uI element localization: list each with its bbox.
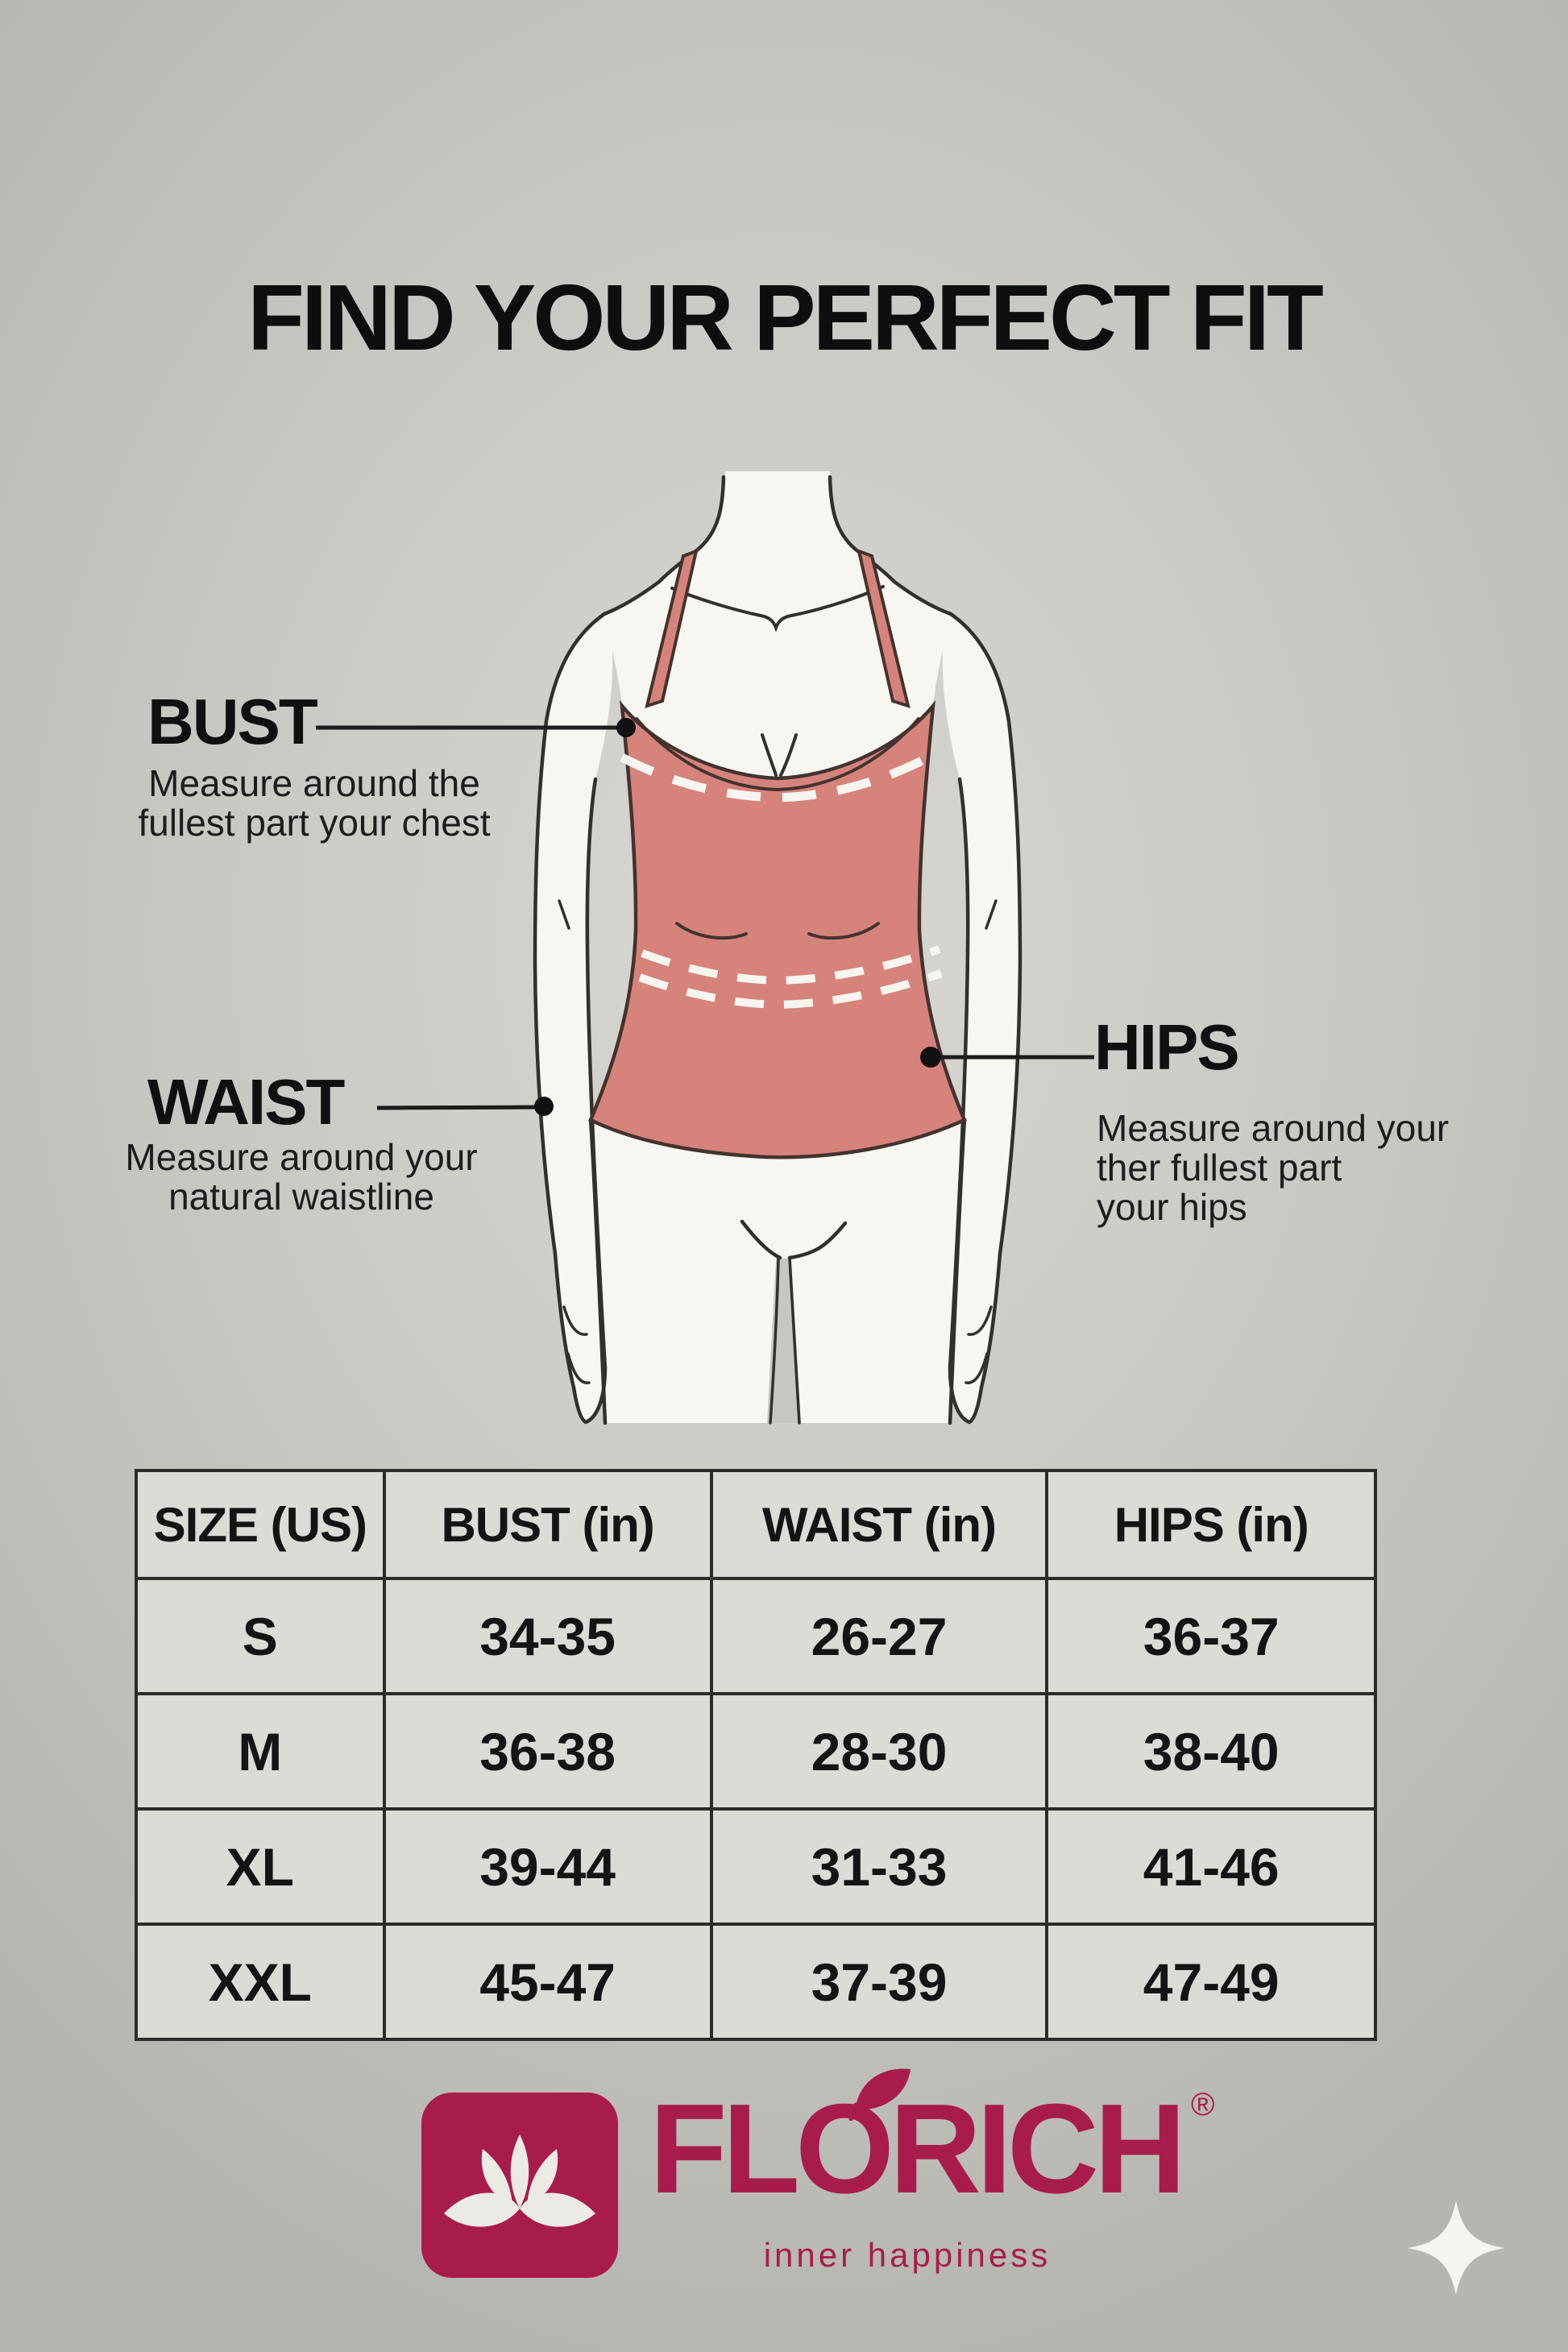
table-row: XXL 45-47 37-39 47-49 <box>135 1923 1377 2041</box>
hips-description: Measure around your ther fullest part yo… <box>1097 1107 1450 1228</box>
registered-trademark-icon: ® <box>1191 2087 1215 2122</box>
table-row: S 34-35 26-27 36-37 <box>135 1577 1377 1695</box>
camisole-straps <box>645 548 911 708</box>
column-header-hips: HIPS (in) <box>1045 1469 1377 1580</box>
cell-bust: 39-44 <box>382 1807 713 1926</box>
cell-bust: 36-38 <box>382 1692 713 1811</box>
cell-hips: 41-46 <box>1045 1807 1377 1926</box>
cell-hips: 36-37 <box>1045 1577 1377 1695</box>
column-header-size: SIZE (US) <box>135 1469 386 1580</box>
cell-waist: 26-27 <box>709 1577 1049 1695</box>
size-chart-table: SIZE (US) BUST (in) WAIST (in) HIPS (in)… <box>135 1469 1377 2041</box>
table-header-row: SIZE (US) BUST (in) WAIST (in) HIPS (in) <box>135 1469 1377 1580</box>
waist-dashed-line-lower <box>638 969 943 1010</box>
cell-size: M <box>135 1692 386 1811</box>
inner-thigh-gap <box>767 1259 801 1423</box>
bust-callout-dot <box>616 718 636 737</box>
column-header-bust: BUST (in) <box>382 1469 713 1580</box>
camisole <box>588 699 967 1159</box>
brand-logo-mark <box>421 2093 618 2278</box>
cell-size: XXL <box>135 1923 386 2041</box>
bust-label: BUST <box>147 686 318 757</box>
cell-size: XL <box>135 1807 386 1926</box>
brand-name: FLORICH <box>649 2078 1186 2220</box>
column-header-waist: WAIST (in) <box>709 1469 1049 1580</box>
sparkle-icon <box>1407 2201 1505 2295</box>
waist-callout-dot <box>534 1097 554 1116</box>
left-arm <box>535 612 613 1422</box>
waist-dashed-line-upper <box>641 945 941 985</box>
cell-waist: 28-30 <box>709 1692 1049 1811</box>
bust-description: Measure around the fullest part your che… <box>138 762 491 844</box>
cell-size: S <box>135 1577 386 1695</box>
hips-label: HIPS <box>1094 1011 1240 1083</box>
cell-bust: 45-47 <box>382 1923 713 2041</box>
hips-callout-dot <box>920 1047 941 1068</box>
waist-label: WAIST <box>147 1066 345 1138</box>
torso <box>594 471 961 1423</box>
table-row: XL 39-44 31-33 41-46 <box>135 1807 1377 1926</box>
cell-waist: 37-39 <box>709 1923 1049 2041</box>
leaf-icon <box>848 2068 911 2121</box>
cell-waist: 31-33 <box>709 1807 1049 1926</box>
page-title: FIND YOUR PERFECT FIT <box>247 265 1324 370</box>
waist-callout-line <box>376 1105 545 1110</box>
waist-description: Measure around your natural waistline <box>125 1136 478 1217</box>
cell-hips: 47-49 <box>1045 1923 1377 2041</box>
cell-hips: 38-40 <box>1045 1692 1377 1811</box>
right-arm <box>942 612 1020 1422</box>
table-row: M 36-38 28-30 38-40 <box>135 1692 1377 1811</box>
cell-bust: 34-35 <box>382 1577 713 1695</box>
lotus-icon <box>444 2134 595 2227</box>
dashed-measure-lines <box>620 750 943 1010</box>
bust-dashed-line <box>620 750 937 803</box>
brand-tagline: inner happiness <box>763 2236 1052 2274</box>
